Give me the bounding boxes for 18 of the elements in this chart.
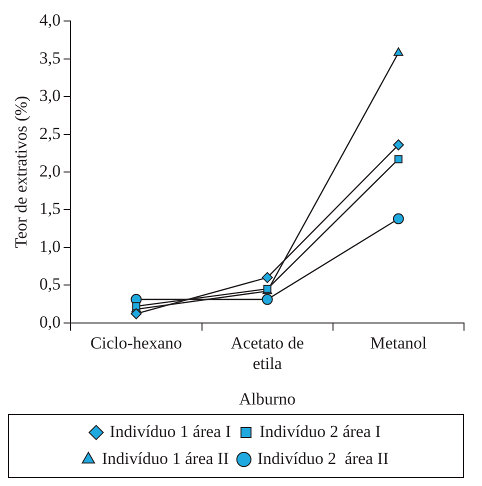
y-tick-label: 0,0 xyxy=(39,312,61,332)
legend-label: Indivíduo 1 área II xyxy=(102,448,230,468)
x-tick-label: Ciclo-hexano xyxy=(90,333,182,352)
y-tick-label: 0,5 xyxy=(39,274,61,294)
y-axis-title: Teor de extrativos (%) xyxy=(12,96,31,248)
x-tick-label: Metanol xyxy=(370,333,428,352)
legend-label: Indivíduo 2 área I xyxy=(260,422,382,441)
y-tick-label: 4,0 xyxy=(39,10,61,30)
x-tick-label: Acetato de etila xyxy=(230,333,304,373)
y-tick-label: 3,5 xyxy=(39,48,61,68)
legend-label: Indivíduo 2 área II xyxy=(257,448,389,468)
y-tick-label: 2,5 xyxy=(39,124,61,143)
y-tick-label: 2,0 xyxy=(39,161,61,180)
y-tick-label: 3,0 xyxy=(39,86,61,106)
y-tick-label: 1,5 xyxy=(39,199,61,218)
legend-label: Indivíduo 1 área I xyxy=(110,422,232,441)
y-tick-label: 1,0 xyxy=(39,236,61,256)
x-axis-title: Alburno xyxy=(238,389,296,408)
